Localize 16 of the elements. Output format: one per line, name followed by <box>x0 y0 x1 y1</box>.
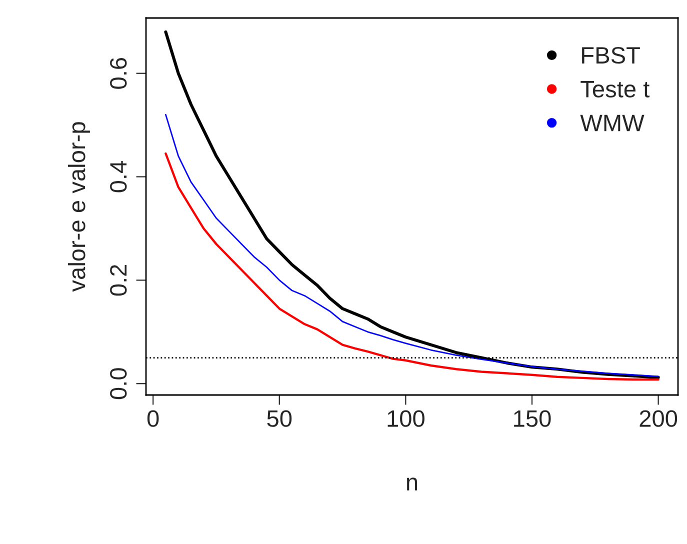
x-axis-title: n <box>407 478 418 490</box>
x-tick-label: 200 <box>640 410 678 427</box>
y-tick-label: 0.0 <box>110 368 127 400</box>
legend-label: Teste t <box>580 81 650 98</box>
y-tick-label: 0.4 <box>110 161 127 192</box>
x-tick-label: 0 <box>147 410 159 427</box>
x-tick-label: 50 <box>267 410 292 427</box>
y-tick-label: 0.6 <box>110 58 127 89</box>
legend-label: FBST <box>582 46 640 64</box>
y-tick-label: 0.2 <box>110 264 127 296</box>
x-tick-label: 150 <box>514 410 551 427</box>
line-series <box>165 114 659 378</box>
y-axis-title: valor-e e valor-p <box>68 122 90 292</box>
legend-label: WMW <box>580 114 644 132</box>
x-tick-label: 100 <box>388 410 424 427</box>
line-series <box>164 152 660 381</box>
